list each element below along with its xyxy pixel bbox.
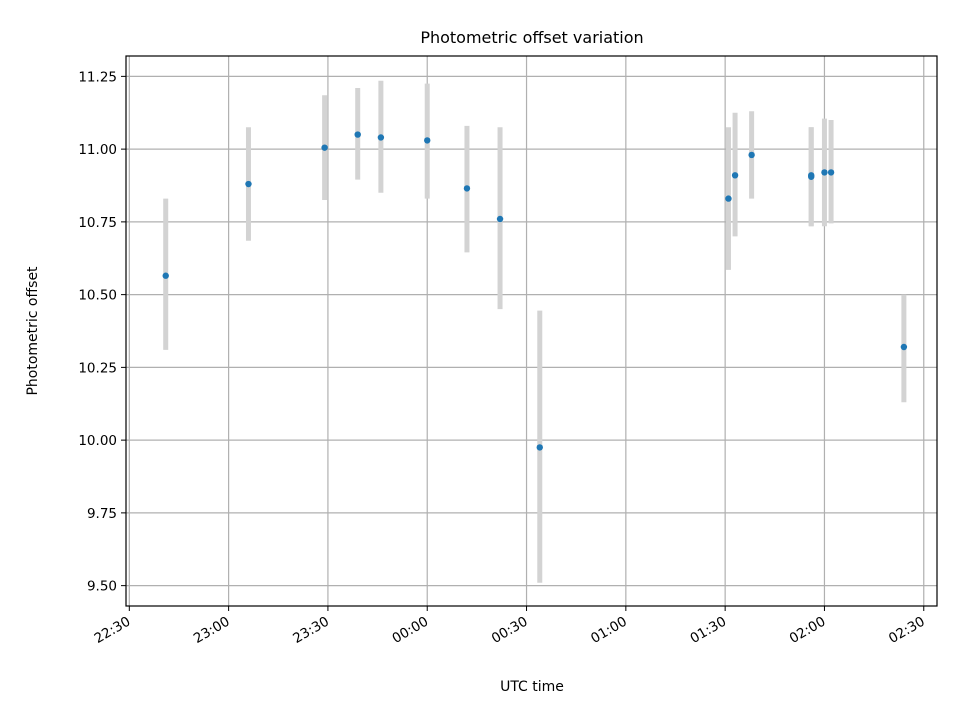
chart-title: Photometric offset variation xyxy=(420,28,643,47)
data-point xyxy=(162,272,169,279)
x-tick-label: 02:30 xyxy=(886,614,928,647)
y-tick-label: 10.75 xyxy=(78,215,117,231)
y-tick-label: 9.50 xyxy=(87,579,117,595)
y-axis-ticks: 9.50 9.75 10.00 10.25 10.50 10.75 11.00 11.25 xyxy=(78,69,126,595)
plot-area-frame xyxy=(125,55,938,607)
data-point xyxy=(496,215,504,223)
x-tick-label: 22:30 xyxy=(92,614,134,647)
y-axis-label: Photometric offset xyxy=(25,266,41,396)
data-point xyxy=(424,137,431,144)
y-tick-label: 10.25 xyxy=(78,360,117,376)
x-axis-ticks: 22:30 23:00 23:30 00:00 00:30 01:00 01:30 02:00… xyxy=(92,606,928,647)
data-point xyxy=(808,173,815,180)
data-point xyxy=(725,195,732,202)
y-tick-label: 9.75 xyxy=(87,506,117,522)
data-point xyxy=(536,444,543,451)
y-tick-label: 10.00 xyxy=(78,433,117,449)
x-tick-label: 01:00 xyxy=(588,614,630,647)
x-tick-label: 23:00 xyxy=(191,614,233,647)
data-point xyxy=(900,343,908,351)
x-axis-label: UTC time xyxy=(500,679,564,695)
y-tick-label: 11.00 xyxy=(78,142,117,158)
x-tick-label: 00:30 xyxy=(489,614,531,647)
x-tick-label: 00:00 xyxy=(390,614,432,647)
data-point xyxy=(821,169,828,176)
data-point xyxy=(827,169,835,176)
data-point xyxy=(377,134,385,141)
y-tick-label: 10.50 xyxy=(78,288,117,304)
data-point xyxy=(748,151,755,159)
error-bars xyxy=(163,80,907,583)
data-point xyxy=(245,180,252,188)
x-tick-label: 23:30 xyxy=(290,614,332,647)
x-tick-label: 01:30 xyxy=(687,614,729,647)
data-point xyxy=(463,185,471,192)
data-point xyxy=(731,172,739,179)
data-point xyxy=(354,131,361,138)
grid xyxy=(126,56,937,606)
y-tick-label: 11.25 xyxy=(78,69,117,85)
x-tick-label: 02:00 xyxy=(787,614,829,647)
data-points xyxy=(162,131,908,451)
data-point xyxy=(321,144,328,151)
